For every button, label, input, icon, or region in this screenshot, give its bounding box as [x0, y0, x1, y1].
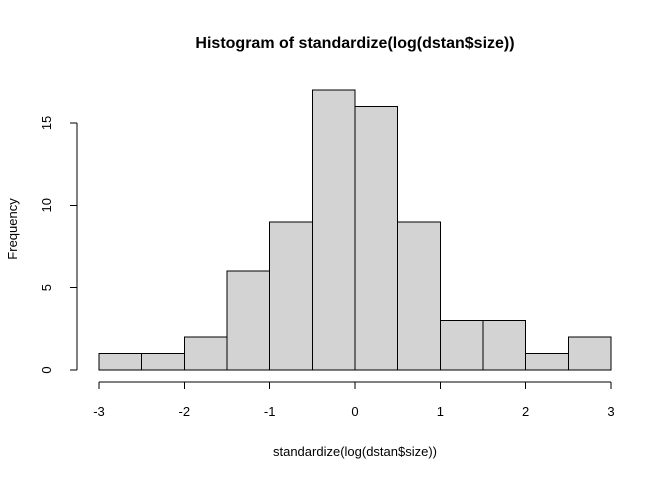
y-tick-label: 15	[39, 116, 54, 130]
histogram-bar	[311, 89, 356, 371]
chart-title: Histogram of standardize(log(dstan$size)…	[195, 35, 514, 52]
histogram-bar	[482, 320, 527, 371]
y-axis-label: Frequency	[5, 198, 20, 260]
histogram-bar	[567, 336, 612, 371]
bars-group	[98, 89, 612, 371]
histogram-bar	[397, 221, 441, 371]
histogram-bar	[269, 221, 313, 371]
y-axis: 0 5 10 15	[39, 116, 78, 374]
histogram-bar	[141, 353, 185, 371]
x-tick-label: 1	[437, 404, 444, 419]
histogram-bar	[183, 336, 228, 371]
histogram-bar	[354, 105, 399, 371]
y-tick-label: 5	[39, 284, 54, 291]
histogram-bar	[525, 353, 569, 371]
x-tick-label: -3	[93, 404, 105, 419]
x-tick-label: 2	[522, 404, 529, 419]
histogram-bar	[439, 320, 484, 371]
y-tick-label: 10	[39, 198, 54, 212]
x-axis: -3 -2 -1 0 1 2 3	[93, 381, 615, 419]
histogram-bar	[226, 270, 271, 371]
x-axis-label: standardize(log(dstan$size))	[273, 444, 437, 459]
x-tick-label: 3	[607, 404, 614, 419]
x-tick-label: -2	[179, 404, 191, 419]
y-tick-label: 0	[39, 366, 54, 373]
x-tick-label: 0	[351, 404, 358, 419]
x-tick-label: -1	[264, 404, 276, 419]
histogram-bar	[98, 353, 143, 371]
